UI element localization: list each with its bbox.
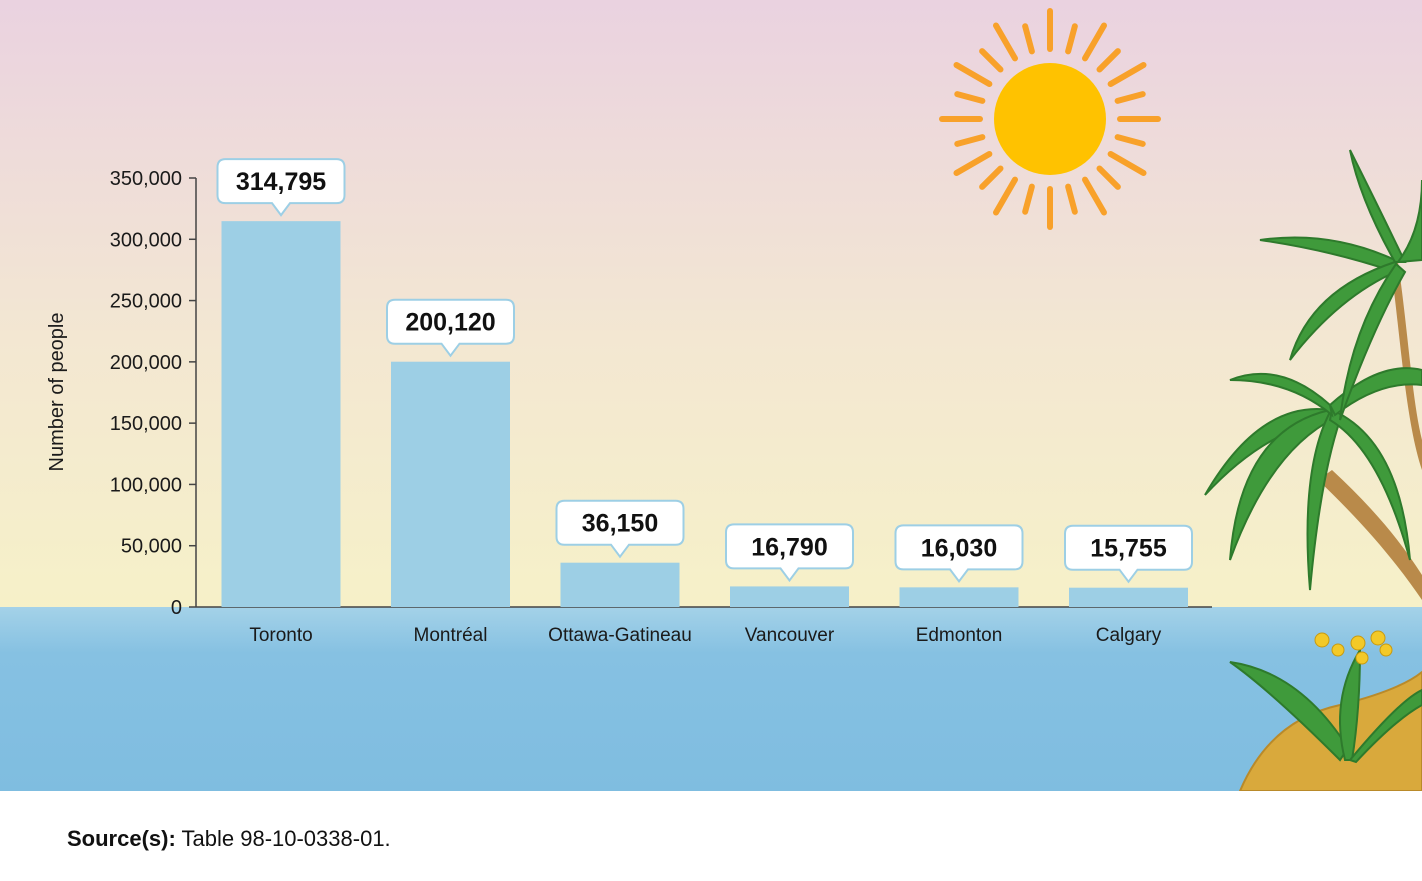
sky-background: [0, 0, 1422, 612]
category-label: Ottawa-Gatineau: [548, 625, 692, 646]
bar-chart: 0 50,000 100,000 150,000 200,000 250,000 300,0…: [0, 0, 1422, 791]
value-callout-bubble: [555, 499, 685, 559]
sun-ray: [1082, 176, 1107, 216]
source-text: Table 98-10-0338-01.: [175, 826, 391, 851]
palm-tree-illustration: [1204, 149, 1422, 600]
data-label: 200,120: [405, 309, 495, 337]
source-label: Source(s):: [67, 826, 176, 851]
y-tick-label: 300,000: [110, 229, 182, 251]
sun-ray: [993, 22, 1018, 62]
sea-background: [0, 607, 1422, 791]
value-callout-bubble: [386, 298, 515, 358]
sun-ray: [979, 48, 1004, 73]
data-label: 314,795: [236, 168, 326, 196]
sun-ray: [953, 62, 993, 87]
sun-ray: [1022, 23, 1035, 55]
y-tick-label: 200,000: [110, 352, 182, 374]
category-label: Calgary: [1096, 625, 1162, 646]
y-axis-title: Number of people: [46, 313, 68, 472]
y-tick-label: 350,000: [110, 168, 182, 190]
value-callout-bubble: [725, 523, 854, 583]
category-label: Montréal: [414, 625, 488, 646]
sun-ray: [1022, 183, 1035, 215]
bar: [391, 361, 510, 607]
bar: [221, 221, 341, 607]
bar: [899, 587, 1019, 607]
chart-scene: 0 50,000 100,000 150,000 200,000 250,000 300,0…: [0, 0, 1422, 791]
category-label: Edmonton: [916, 625, 1003, 646]
sun-ray: [1114, 134, 1146, 147]
data-label: 16,030: [921, 534, 997, 562]
sun-ray: [979, 165, 1004, 190]
y-tick-label: 250,000: [110, 291, 182, 313]
sun-ray: [1114, 91, 1146, 104]
sun-ray: [1107, 151, 1147, 176]
value-callout-bubble: [216, 158, 346, 217]
y-tick-label: 100,000: [110, 474, 182, 496]
sun-ray: [1082, 22, 1107, 62]
y-tick-label: 50,000: [121, 536, 182, 558]
y-axis-ticks: 0 50,000 100,000 150,000 200,000 250,000 300,0…: [110, 168, 196, 619]
value-callouts: 314,795 200,120 36,150 16,790 16,030 15,755: [216, 158, 1193, 584]
sun-ray: [1107, 62, 1147, 87]
sun-ray: [954, 91, 986, 104]
category-label: Vancouver: [745, 625, 835, 646]
sun-ray: [993, 176, 1018, 216]
value-callout-bubble: [894, 524, 1024, 584]
data-label: 15,755: [1090, 535, 1167, 563]
category-label: Toronto: [249, 625, 312, 646]
sun-ray: [954, 134, 986, 147]
sun-ray: [1096, 165, 1121, 190]
bar: [1069, 587, 1188, 607]
source-note: Source(s): Table 98-10-0338-01.: [67, 826, 391, 852]
x-axis-category-labels: Toronto Montréal Ottawa-Gatineau Vancouver E…: [249, 625, 1161, 646]
bar-series: [221, 221, 1188, 607]
sun-ray: [1096, 48, 1121, 73]
sun-disc: [994, 63, 1106, 175]
data-label: 16,790: [751, 533, 827, 561]
island-illustration: [1229, 630, 1422, 791]
y-tick-label: 150,000: [110, 413, 182, 435]
sun-illustration: [939, 8, 1161, 230]
sun-ray: [1065, 183, 1078, 215]
sun-ray: [953, 151, 993, 176]
y-tick-label: 0: [171, 597, 182, 619]
sun-ray: [1065, 23, 1078, 55]
data-label: 36,150: [582, 510, 658, 538]
value-callout-bubble: [1064, 524, 1193, 584]
bar: [560, 562, 680, 607]
bar: [730, 586, 849, 607]
